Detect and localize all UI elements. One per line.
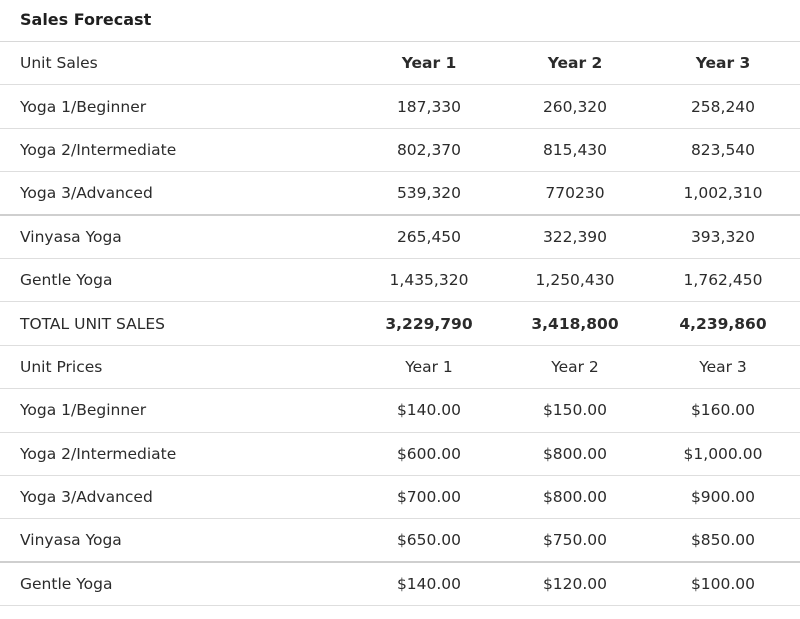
year2-value: $750.00 [542,530,608,549]
row-label: Yoga 3/Advanced [20,488,153,507]
total-year2-value: 3,418,800 [531,314,619,333]
year1-value: $650.00 [396,530,462,549]
year3-value: 1,762,450 [683,271,763,290]
table-row: Gentle Yoga $140.00 $120.00 $100.00 [0,563,800,607]
year1-value: $140.00 [396,401,462,420]
unit-prices-header-year3: Year 3 [699,357,747,376]
table-row: Vinyasa Yoga $650.00 $750.00 $850.00 [0,519,800,563]
total-year3-value: 4,239,860 [679,314,767,333]
year2-value: 770230 [545,183,605,202]
year3-value: 823,540 [690,140,756,159]
unit-sales-header-year3: Year 3 [695,54,751,73]
table-row: Yoga 3/Advanced 539,320 770230 1,002,310 [0,172,800,216]
unit-sales-header-year1: Year 1 [401,54,457,73]
year2-value: 260,320 [542,97,608,116]
year1-value: 539,320 [396,183,462,202]
table-row: Gentle Yoga 1,435,320 1,250,430 1,762,45… [0,259,800,303]
year3-value: $160.00 [690,401,756,420]
unit-prices-header-year1: Year 1 [405,357,453,376]
year3-value: $850.00 [690,530,756,549]
table-row: Yoga 2/Intermediate $600.00 $800.00 $1,0… [0,433,800,476]
year1-value: 265,450 [396,227,462,246]
year2-value: 322,390 [542,227,608,246]
year3-value: $100.00 [690,574,756,593]
row-label: Vinyasa Yoga [20,530,122,549]
row-label: Vinyasa Yoga [20,227,122,246]
year1-value: $140.00 [396,574,462,593]
year1-value: 802,370 [396,140,462,159]
table-row: Vinyasa Yoga 265,450 322,390 393,320 [0,216,800,259]
total-unit-sales-row: TOTAL UNIT SALES 3,229,790 3,418,800 4,2… [0,302,800,346]
year1-value: $600.00 [396,444,462,463]
row-label: Gentle Yoga [20,574,113,593]
total-year1-value: 3,229,790 [385,314,473,333]
row-label: Gentle Yoga [20,271,113,290]
unit-prices-header-label: Unit Prices [20,357,103,376]
unit-sales-header-row: Unit Sales Year 1 Year 2 Year 3 [0,42,800,86]
year3-value: 258,240 [690,97,756,116]
table-row: Yoga 3/Advanced $700.00 $800.00 $900.00 [0,476,800,520]
row-label: Yoga 2/Intermediate [20,444,177,463]
year2-value: $120.00 [542,574,608,593]
table-row: Yoga 2/Intermediate 802,370 815,430 823,… [0,129,800,173]
row-label: Yoga 1/Beginner [20,401,147,420]
total-label: TOTAL UNIT SALES [20,314,166,333]
unit-sales-header-label: Unit Sales [20,54,98,73]
year2-value: $800.00 [542,488,608,507]
row-label: Yoga 3/Advanced [20,183,153,202]
year3-value: $1,000.00 [683,444,763,463]
year1-value: 1,435,320 [389,271,469,290]
year1-value: 187,330 [396,97,462,116]
year2-value: 815,430 [542,140,608,159]
year2-value: 1,250,430 [535,271,615,290]
year3-value: 1,002,310 [683,183,763,202]
year2-value: $800.00 [542,444,608,463]
year2-value: $150.00 [542,401,608,420]
table-row: Yoga 1/Beginner 187,330 260,320 258,240 [0,85,800,129]
table-row: Yoga 1/Beginner $140.00 $150.00 $160.00 [0,389,800,433]
year3-value: $900.00 [690,488,756,507]
row-label: Yoga 2/Intermediate [20,140,177,159]
page-title: Sales Forecast [20,10,152,29]
sales-forecast-table: Unit Sales Year 1 Year 2 Year 3 Yoga 1/B… [0,41,800,607]
year3-value: 393,320 [690,227,756,246]
unit-prices-header-year2: Year 2 [551,357,599,376]
row-label: Yoga 1/Beginner [20,97,147,116]
unit-sales-header-year2: Year 2 [547,54,603,73]
year1-value: $700.00 [396,488,462,507]
unit-prices-header-row: Unit Prices Year 1 Year 2 Year 3 [0,346,800,390]
